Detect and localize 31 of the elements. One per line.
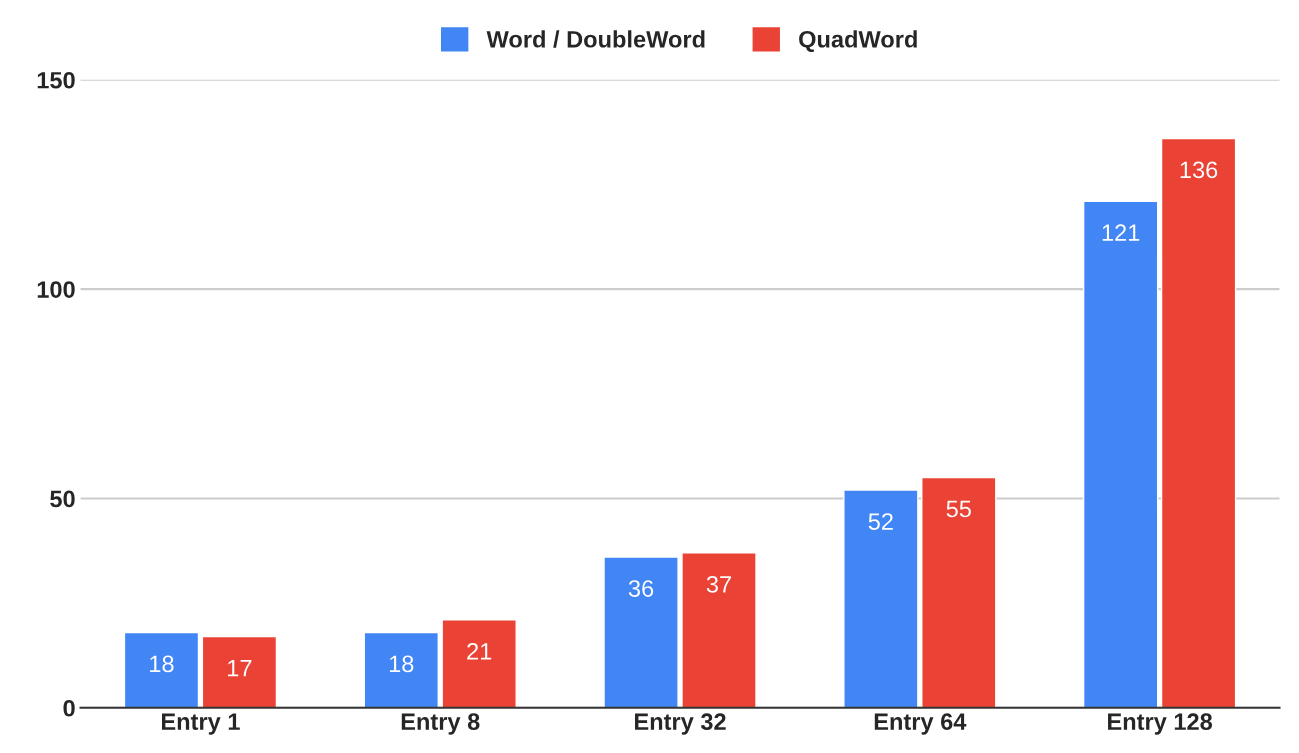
bar: [363, 631, 439, 708]
data-label: 36: [628, 580, 654, 597]
data-label: 55: [946, 500, 971, 518]
y-tick-label: 50: [50, 490, 75, 508]
bar: [603, 556, 679, 708]
data-label: 21: [467, 642, 492, 660]
x-tick-label: Entry 32: [635, 713, 726, 735]
bar: [441, 619, 517, 708]
bar: [201, 635, 278, 708]
data-label: 18: [389, 655, 414, 673]
x-tick-label: Entry 1: [161, 713, 240, 735]
data-label: 37: [706, 575, 731, 593]
bar: [123, 631, 200, 708]
bar: [681, 552, 757, 708]
legend-label: QuadWord: [799, 30, 917, 53]
data-label: 17: [228, 659, 252, 677]
y-tick-label: 0: [63, 699, 75, 717]
data-label: 18: [150, 655, 174, 673]
y-tick-label: 150: [37, 71, 75, 89]
y-tick-label: 100: [37, 281, 75, 298]
x-tick-label: Entry 8: [401, 713, 480, 735]
x-tick-label: Entry 128: [1108, 713, 1213, 735]
bar: [1160, 137, 1237, 708]
x-tick-label: Entry 64: [874, 713, 967, 735]
data-label: 52: [868, 513, 893, 530]
data-label: 136: [1180, 161, 1218, 179]
bar: [843, 489, 919, 708]
data-label: 121: [1102, 224, 1140, 241]
bar: [1082, 200, 1159, 708]
legend-label: Word / DoubleWord: [486, 30, 705, 48]
bar: [921, 476, 997, 708]
